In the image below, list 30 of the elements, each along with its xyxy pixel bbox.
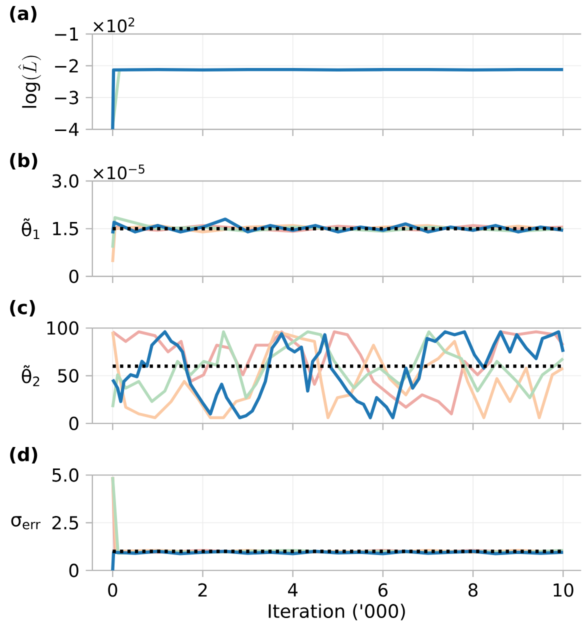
- y-tick-label: 0: [69, 416, 78, 430]
- y-axis-title: θ̃$_{1}$: [22, 218, 40, 240]
- text: ×10$^{2}$: [94, 17, 134, 32]
- y-axis-title: σ$_{err}$: [11, 516, 40, 530]
- x-axis-title: Iteration ('000): [268, 604, 405, 620]
- chart-title: (a): [10, 6, 36, 22]
- y-tick-label: 0: [69, 564, 78, 578]
- x-tick-label: 10: [554, 583, 574, 597]
- y-tick-label: 1.5: [53, 222, 78, 236]
- chart-title: (d): [10, 447, 38, 464]
- y-tick-label: 50: [58, 368, 78, 382]
- chart-title: (b): [10, 152, 38, 170]
- y-tick-label: 2.5: [52, 516, 78, 530]
- x-tick-label: 2: [198, 583, 207, 597]
- y-tick-label: −3: [55, 90, 78, 104]
- y-axis-title: θ̃$_{2}$: [22, 365, 40, 386]
- x-tick-label: 4: [288, 583, 298, 596]
- y-tick-label: −4: [55, 122, 78, 136]
- y-tick-label: 3.0: [52, 174, 78, 188]
- y-tick-label: 0: [69, 270, 78, 284]
- x-tick-label: 0: [108, 583, 118, 597]
- y-tick-label: −1: [55, 27, 78, 41]
- text: ×10$^{−5}$: [94, 164, 144, 180]
- x-tick-label: 6: [378, 583, 388, 597]
- x-tick-label: 8: [468, 583, 478, 597]
- y-axis-title: $\log(\hat{L})$: [18, 56, 41, 108]
- chart-title: (c): [10, 300, 35, 317]
- y-tick-label: 100: [47, 321, 78, 335]
- y-tick-label: 5.0: [52, 468, 78, 482]
- y-tick-label: −2: [55, 59, 78, 72]
